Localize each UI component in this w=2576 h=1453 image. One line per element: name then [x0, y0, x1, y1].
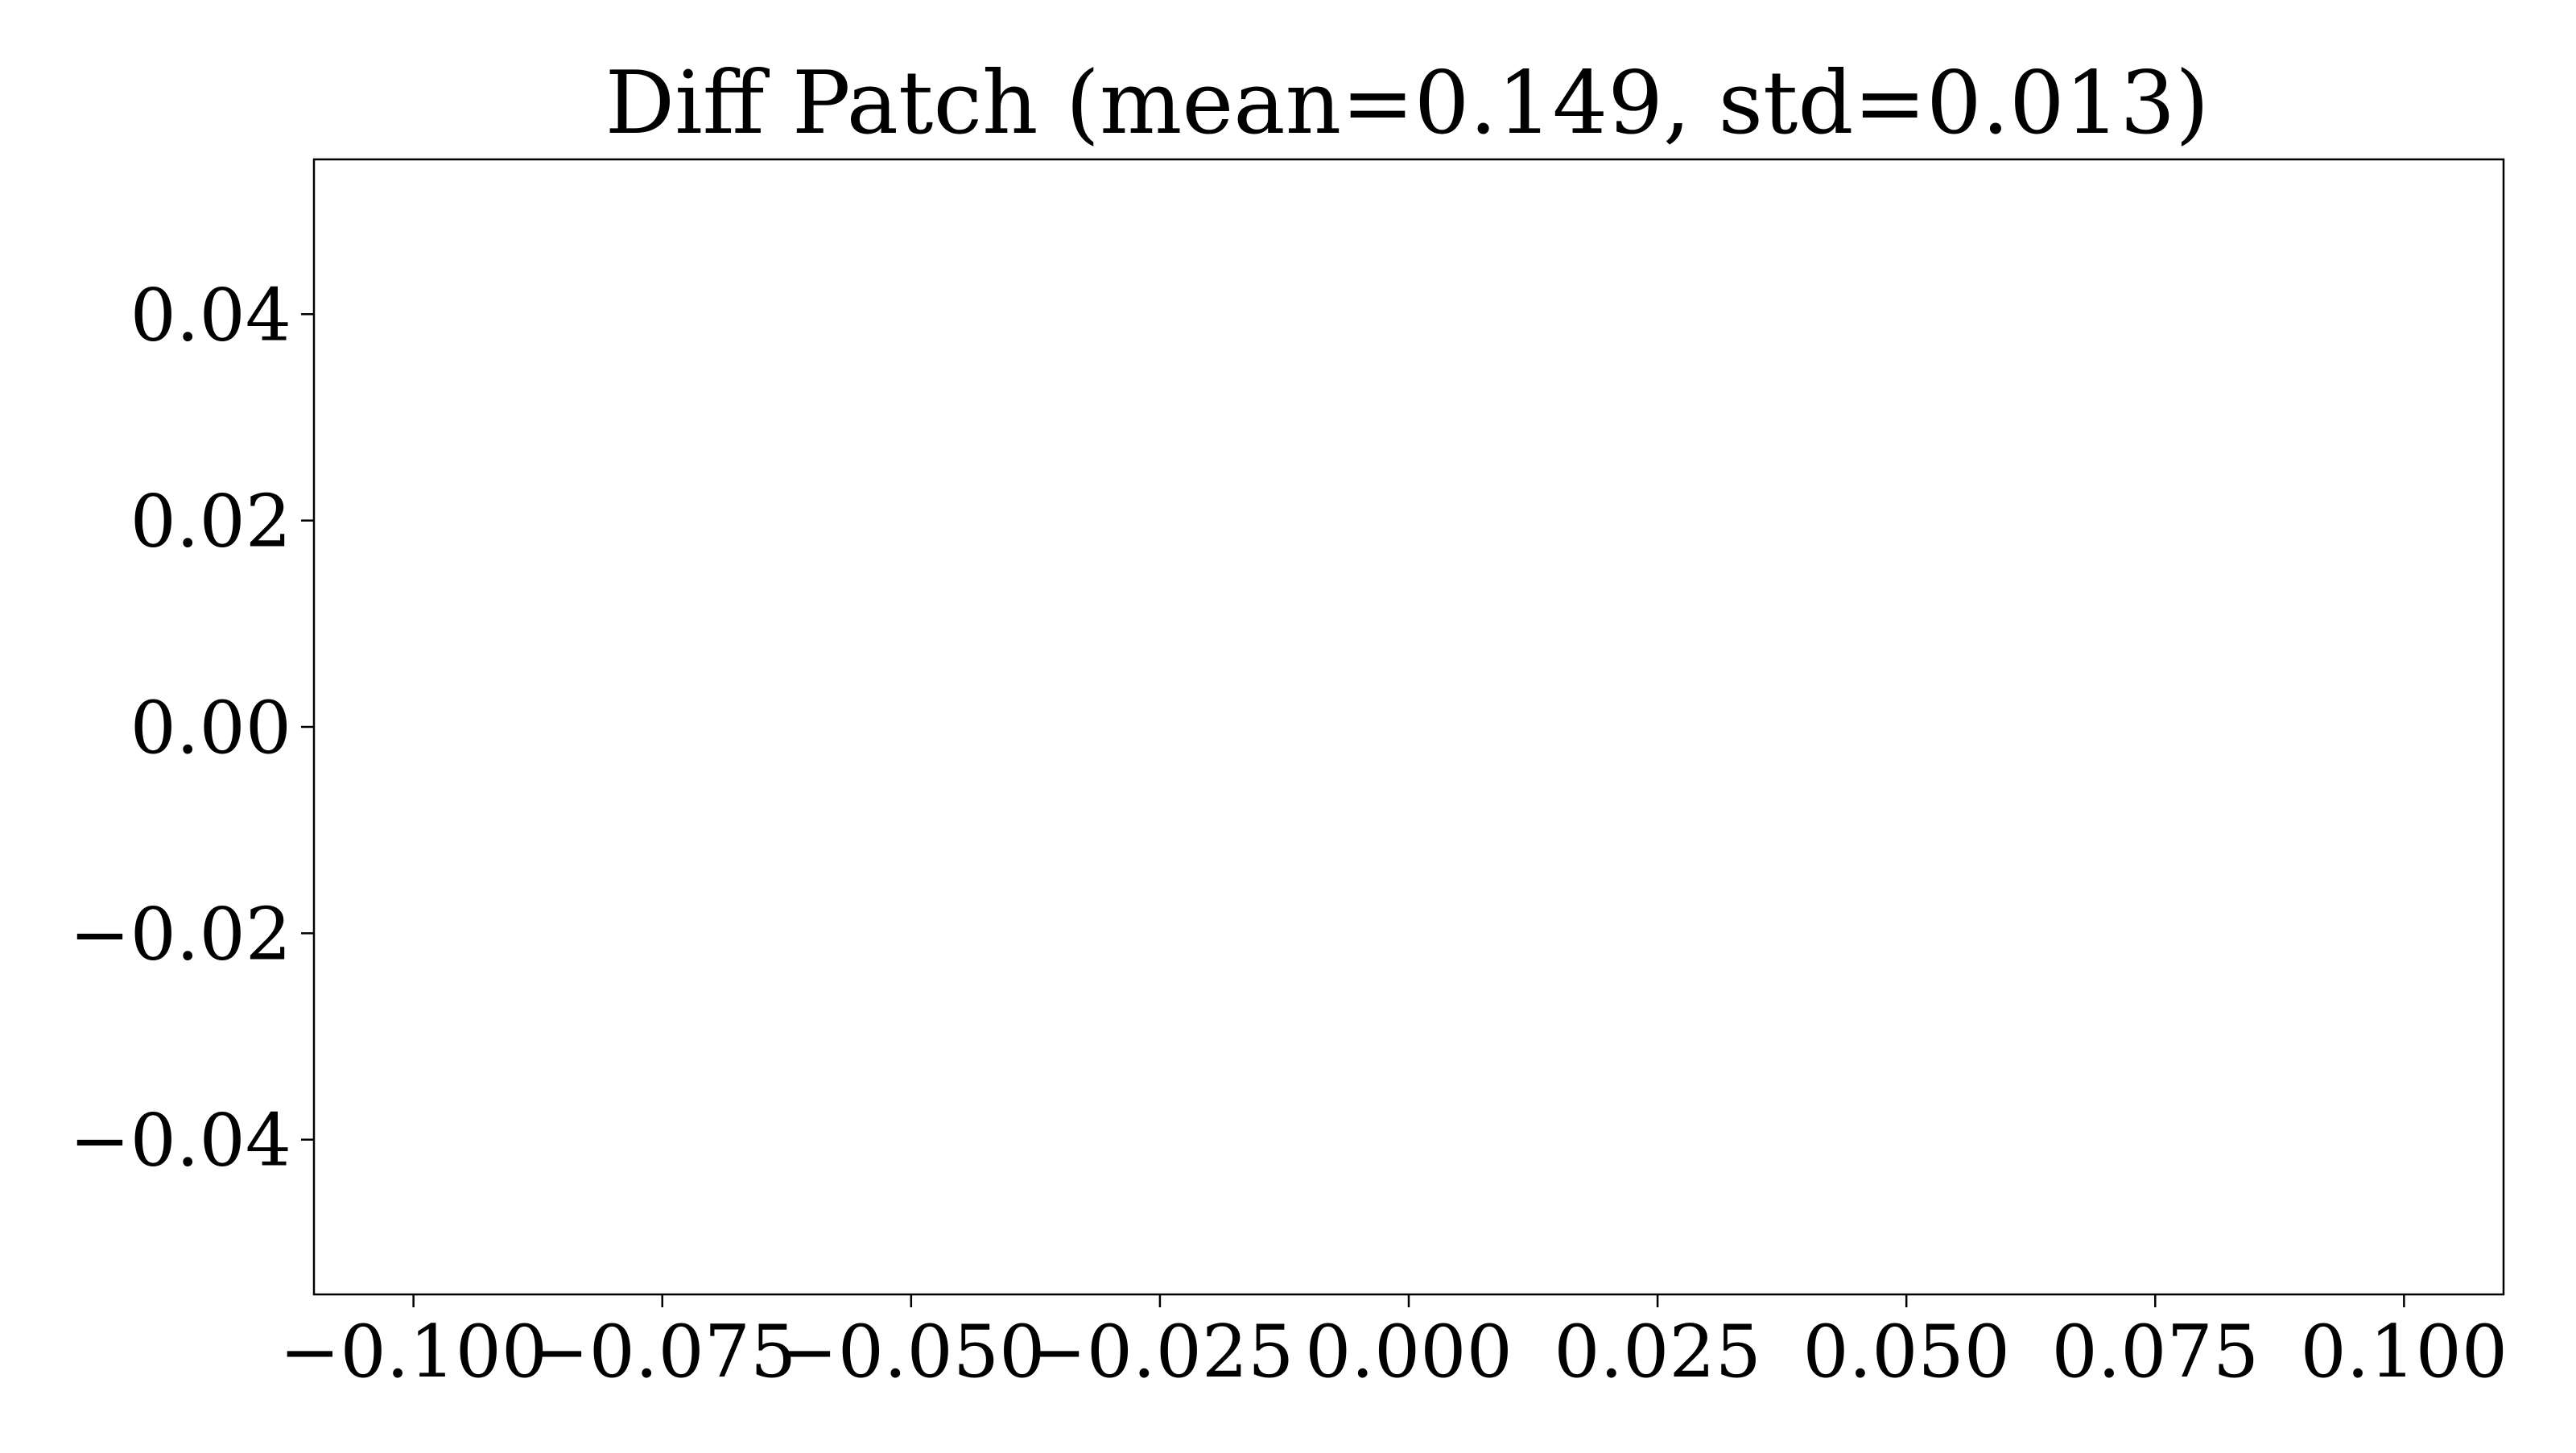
x-tick-label: 0.100: [2301, 1310, 2508, 1394]
x-tick-label: −0.075: [528, 1310, 796, 1394]
x-tick-label: −0.100: [279, 1310, 547, 1394]
y-axis: 0.04 0.02 0.00 −0.02 −0.04: [69, 273, 314, 1183]
y-tick-label: 0.02: [130, 480, 291, 564]
x-axis: −0.100−0.075−0.050−0.025 0.000 0.025 0.050 0…: [279, 1294, 2508, 1394]
y-tick-label: 0.04: [130, 273, 291, 357]
x-tick-label: −0.050: [777, 1310, 1045, 1394]
y-tick-label: 0.00: [130, 686, 291, 770]
chart-title: Diff Patch (mean=0.149, std=0.013): [605, 53, 2210, 154]
x-tick-label: 0.050: [1802, 1310, 2010, 1394]
x-tick-label: 0.025: [1554, 1310, 1761, 1394]
x-tick-label: −0.025: [1026, 1310, 1294, 1394]
x-tick-label: 0.000: [1305, 1310, 1513, 1394]
plot-area-frame: [312, 158, 2505, 1296]
x-tick-label: 0.075: [2051, 1310, 2259, 1394]
y-tick-label: −0.04: [69, 1099, 291, 1183]
y-tick-label: −0.02: [69, 892, 291, 976]
